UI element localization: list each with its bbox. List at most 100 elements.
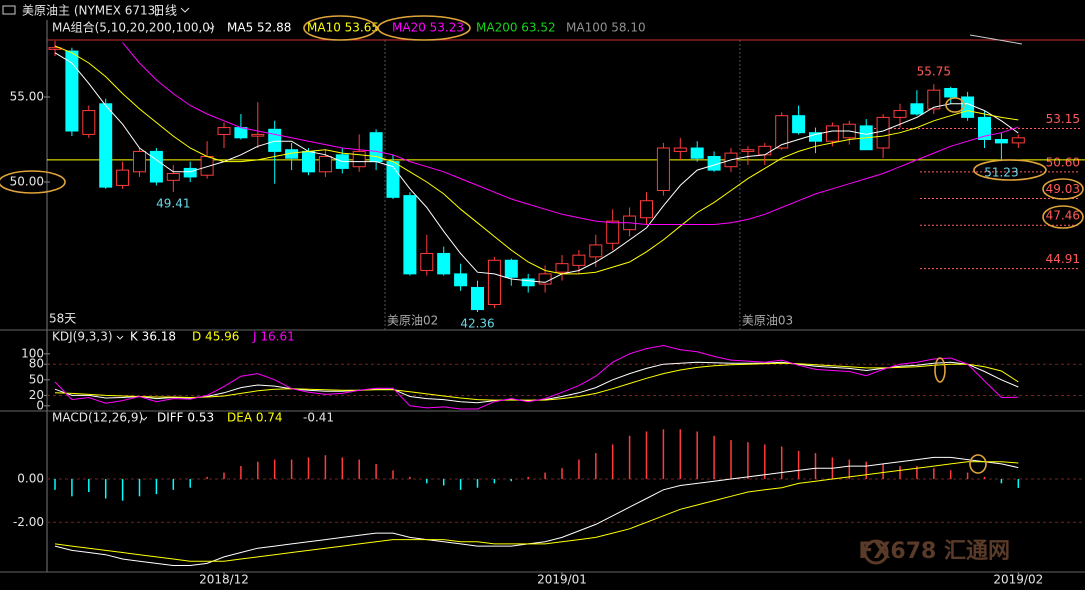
series-line [54,456,1019,566]
candle-body [166,173,180,181]
series-line [54,45,1019,275]
candle-body [589,244,603,258]
dropdown-arrow[interactable] [180,7,190,13]
candle-body [927,89,941,110]
contract-label: 美原油02 [387,314,438,328]
extreme-label: 51.23 [984,166,1018,180]
candle-body [437,252,451,275]
candle-body [978,116,991,141]
extreme-label: 42.36 [460,316,494,330]
candle-body [572,254,586,266]
candle-body [234,127,248,139]
x-tick-label: 2019/02 [993,573,1043,587]
legend-entry: K 36.18 [130,330,176,344]
candle-body [555,263,569,273]
series-line [122,42,1019,225]
x-tick-label: 2018/12 [199,573,249,587]
trend-line [969,34,1023,45]
candle-body [251,133,265,137]
highlight-circle [1042,205,1084,229]
candle-body [994,139,1008,144]
candle-body [809,132,822,142]
menu-icon[interactable] [2,5,16,15]
candle-body [825,125,839,142]
series-line [54,461,1019,562]
candle-body [116,169,130,186]
candle-body [792,115,806,134]
highlight-circle [303,15,377,41]
candle-body [82,110,96,135]
candle-body [487,259,501,305]
series-line [54,344,1019,410]
legend-entry: MA10 53.65 [307,21,379,35]
contract-label: 美原油03 [742,314,793,328]
legend-entry: DEA 0.74 [227,411,283,425]
dropdown-arrow[interactable] [140,416,148,421]
x-tick-label: 2019/01 [537,573,587,587]
instrument-title[interactable]: 美原油主 (NYMEX 6713) [22,4,160,18]
candle-body [99,103,113,188]
highlight-circle [973,159,1047,181]
candle-body [1011,137,1025,144]
period[interactable]: 日线 [153,4,177,18]
candle-body [403,195,417,275]
period-label: 58天 [49,312,76,326]
candle-body [673,147,687,152]
legend-entry: MA20 53.23 [392,21,464,35]
legend-entry: DIFF 0.53 [157,411,214,425]
y-tick-label: 0 [36,398,44,412]
y-tick-label: 20 [29,388,44,402]
candle-body [741,149,755,152]
legend-entry: MA200 63.52 [476,21,556,35]
marks: MA组合(5,10,20,200,100,0) MA5 52.88 MA10 53.… [10,20,1085,587]
candle-body [690,147,704,159]
candle-body [961,96,975,118]
highlight-circle [377,15,471,41]
extreme-label: 49.41 [156,197,190,211]
legend-entry: MA5 52.88 [227,21,291,35]
candle-body [149,150,163,183]
candle-body [454,273,468,287]
dropdown-arrow[interactable] [116,335,124,340]
level-label: 47.46 [1046,209,1080,223]
level-label: 44.91 [1046,252,1080,266]
legend-entry: D 45.96 [192,330,239,344]
candle-body [217,127,231,135]
level-label: 49.03 [1046,182,1080,196]
legend-entry: -0.41 [303,411,334,425]
candle-body [268,128,282,152]
panel-title: MACD(12,26,9) [52,411,143,425]
y-tick-label: 55.00 [10,89,44,103]
candle-body [606,220,620,244]
candle-body [640,200,653,219]
candle-body [876,116,890,149]
candle-body [65,50,79,132]
candle-body [944,87,958,98]
candle-body [318,156,332,173]
panel-title: KDJ(9,3,3) [52,330,113,344]
y-tick-label: 50 [29,372,44,386]
candle-body [183,167,197,178]
dropdown-arrow[interactable] [207,25,215,30]
highlight-circle [0,170,66,194]
candle-body [775,115,789,149]
y-tick-label: -2.00 [13,515,44,529]
y-tick-label: 50.00 [10,175,44,189]
series-line [54,52,1019,283]
candle-body [133,150,146,173]
panel-title: MA组合(5,10,20,200,100,0) [52,20,215,35]
highlight-circle [1042,178,1084,200]
legend-entry: J 16.61 [252,330,295,344]
y-tick-label: 0.00 [17,472,44,486]
y-tick-label: 100 [21,346,44,360]
candle-body [302,150,315,173]
candle-body [893,110,907,118]
candle-body [656,147,670,192]
highlight-circle [934,357,946,383]
watermark-logo [863,539,889,565]
candle-body [420,252,434,271]
highlight-circle [969,454,987,474]
